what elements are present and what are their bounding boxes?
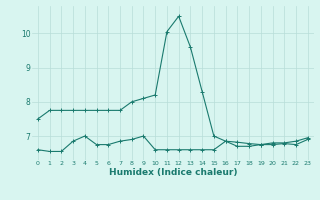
X-axis label: Humidex (Indice chaleur): Humidex (Indice chaleur) [108, 168, 237, 177]
